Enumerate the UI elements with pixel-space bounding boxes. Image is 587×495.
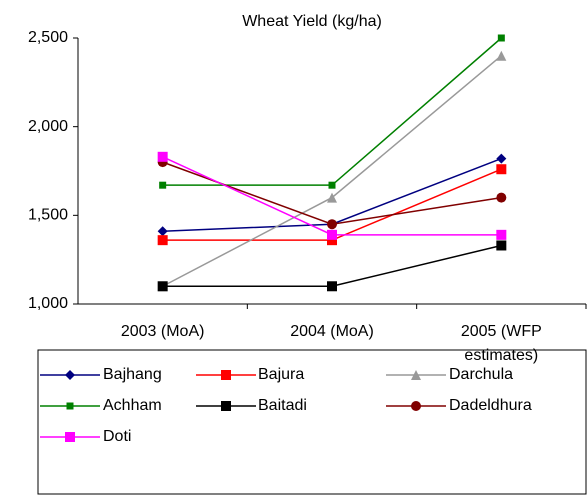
legend-label: Baitadi xyxy=(258,397,307,414)
marker xyxy=(221,370,231,380)
x-tick-label: 2004 (MoA) xyxy=(290,323,374,340)
x-tick-label: 2003 (MoA) xyxy=(120,323,205,340)
marker xyxy=(496,153,507,164)
marker xyxy=(65,432,75,442)
series-line xyxy=(162,244,502,288)
marker xyxy=(411,401,421,411)
marker xyxy=(327,235,337,246)
marker xyxy=(497,34,505,42)
marker xyxy=(496,164,507,175)
marker xyxy=(65,370,75,380)
legend-label: Achham xyxy=(103,397,162,414)
legend-label: Dadeldhura xyxy=(449,397,532,414)
marker xyxy=(496,240,507,251)
marker xyxy=(157,151,168,162)
marker xyxy=(327,229,337,240)
marker xyxy=(159,181,167,189)
x-tick-label: 2005 (WFP estimates) xyxy=(460,323,542,364)
legend-label: Bajhang xyxy=(103,366,162,383)
marker xyxy=(411,370,421,380)
legend-label: Bajura xyxy=(258,366,304,383)
y-tick-label: 1,500 xyxy=(28,207,68,224)
legend-box xyxy=(37,349,587,495)
series-line xyxy=(162,37,502,186)
marker xyxy=(157,226,168,237)
marker xyxy=(157,281,168,292)
legend-label: Darchula xyxy=(449,366,513,383)
marker xyxy=(496,192,507,203)
marker xyxy=(496,50,507,61)
chart-title: Wheat Yield (kg/ha) xyxy=(242,13,382,30)
marker xyxy=(328,181,336,189)
marker xyxy=(157,235,168,246)
marker xyxy=(66,402,74,410)
y-tick-label: 1,000 xyxy=(28,295,68,312)
marker xyxy=(496,229,507,240)
y-tick-label: 2,000 xyxy=(28,118,68,135)
y-tick-label: 2,500 xyxy=(28,29,68,46)
legend-label: Doti xyxy=(103,428,131,445)
marker xyxy=(327,192,337,203)
marker xyxy=(327,281,337,292)
marker xyxy=(221,401,231,411)
series-line xyxy=(162,55,502,287)
marker xyxy=(327,219,337,230)
